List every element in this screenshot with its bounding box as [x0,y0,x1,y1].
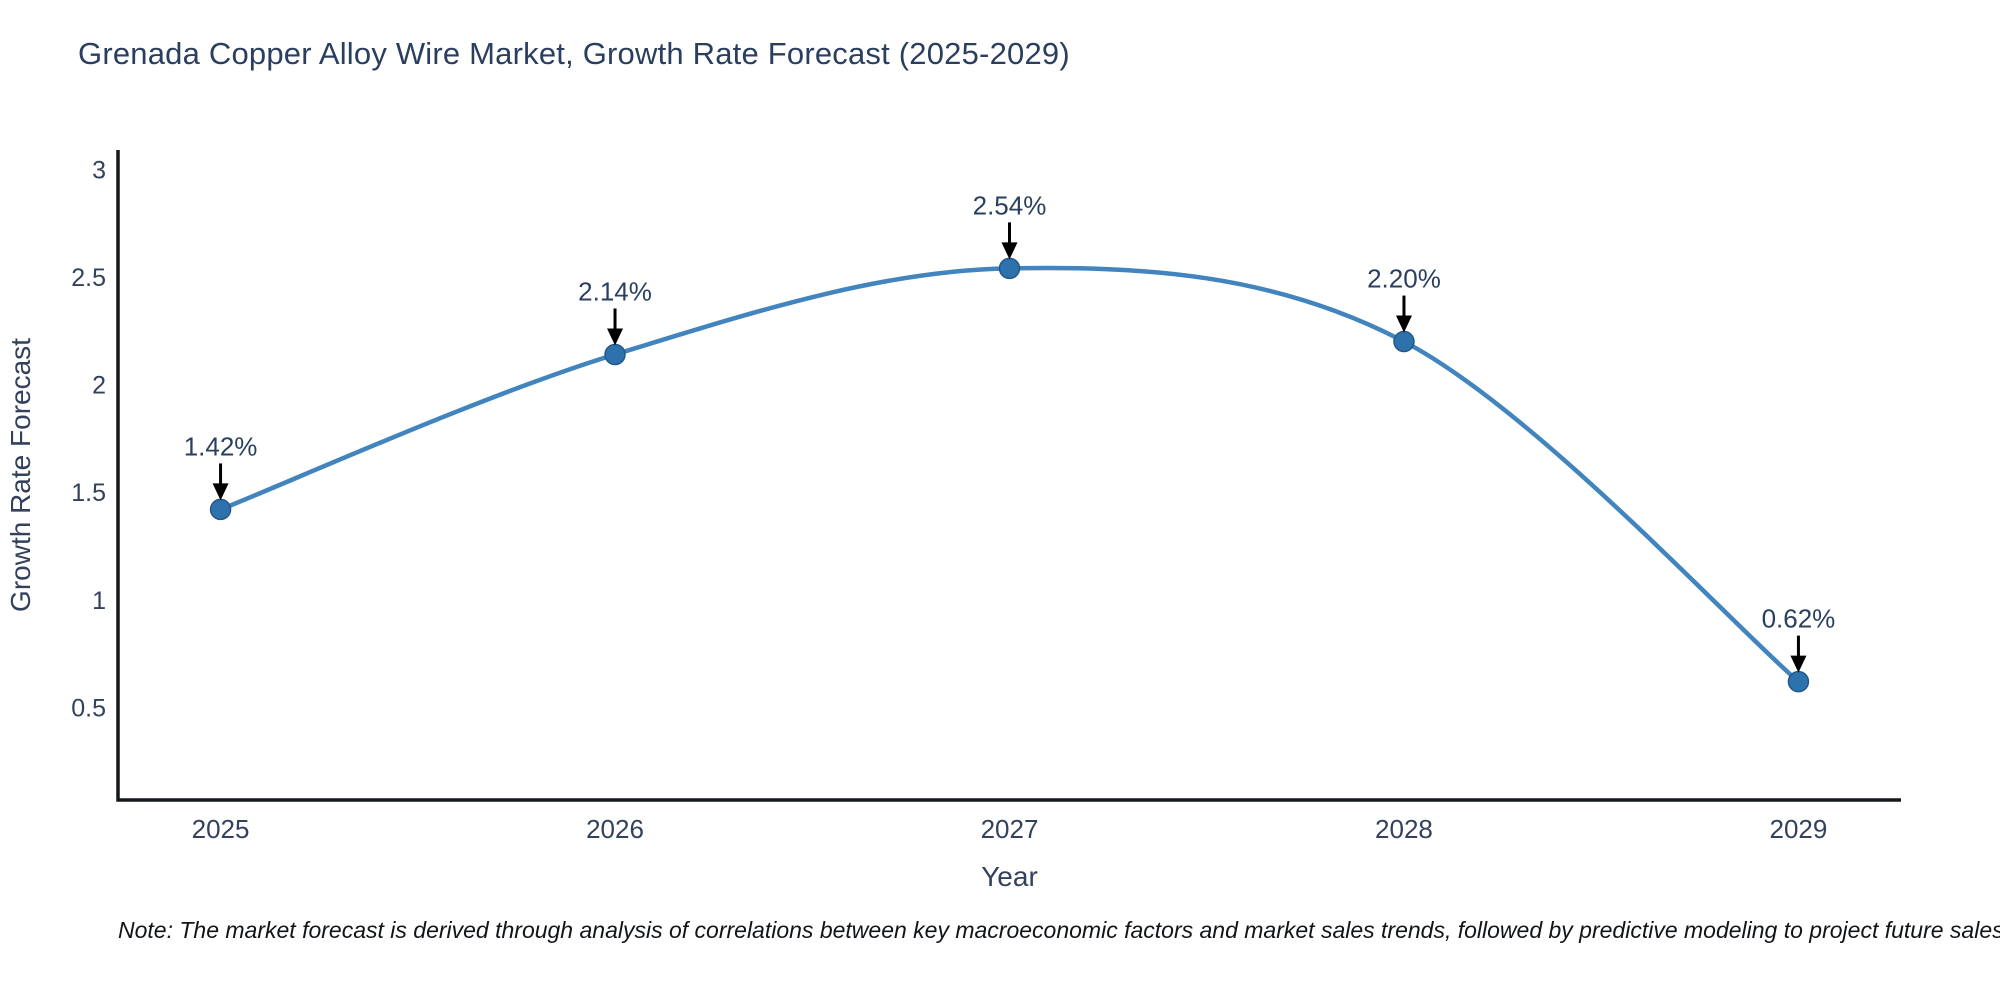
annotation-arrow-head [1001,242,1018,260]
y-tick-label: 2 [92,372,106,400]
y-tick-label: 1 [92,587,106,615]
y-tick-label: 0.5 [71,694,106,722]
data-point-2026 [604,343,626,366]
data-point-2025 [209,498,232,521]
point-value-label: 2.20% [1367,264,1441,294]
y-tick-label: 1.5 [71,479,106,507]
annotation-arrow-head [1395,315,1412,333]
annotation-arrow-head [1790,655,1807,673]
y-axis-title: Growth Rate Forecast [5,338,36,612]
footnote-text: Note: The market forecast is derived thr… [118,917,2000,943]
y-tick-label: 2.5 [71,264,106,292]
data-point-2029 [1787,670,1810,693]
axis-lines [116,150,1901,802]
data-point-2028 [1393,330,1415,353]
series-line [218,265,1801,684]
point-value-label: 0.62% [1762,604,1836,634]
x-axis-title: Year [981,861,1038,892]
annotation-arrow-head [212,483,229,501]
point-value-label: 2.54% [973,190,1047,220]
data-point-2027 [998,257,1021,280]
x-tick-label: 2026 [586,814,644,844]
annotation-arrow-head [607,328,624,346]
x-tick-label: 2027 [981,814,1039,844]
x-tick-label: 2028 [1375,814,1433,844]
y-tick-label: 3 [92,156,106,184]
point-value-label: 2.14% [578,276,652,306]
x-tick-label: 2025 [192,814,250,844]
point-value-label: 1.42% [184,431,258,461]
x-tick-label: 2029 [1770,814,1828,844]
chart-title: Grenada Copper Alloy Wire Market, Growth… [78,36,1070,71]
